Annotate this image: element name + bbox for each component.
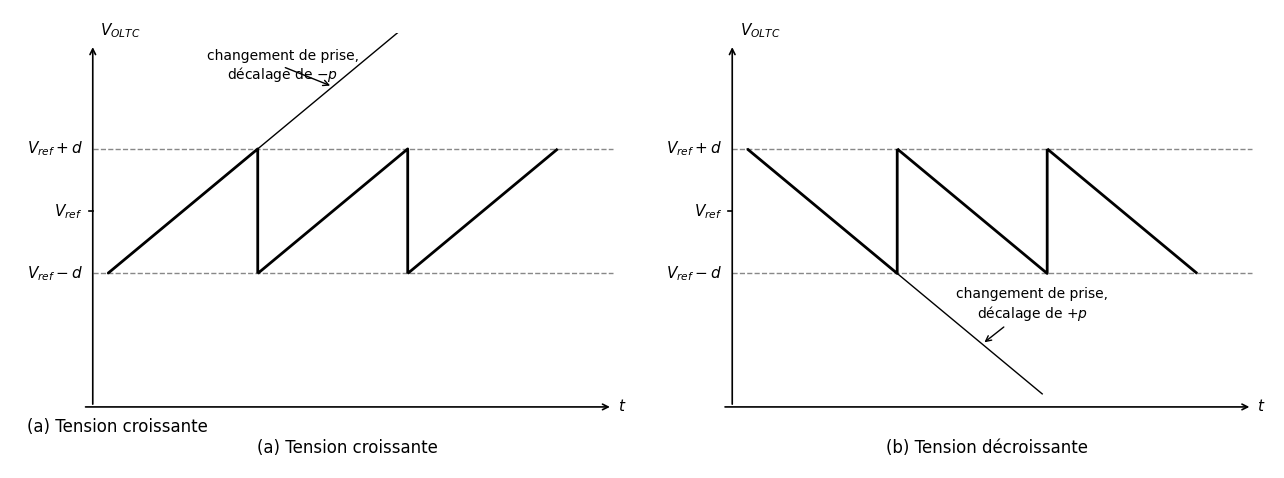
Text: changement de prise,
décalage de $-p$: changement de prise, décalage de $-p$ (207, 49, 358, 86)
Text: $V_{OLTC}$: $V_{OLTC}$ (740, 21, 781, 40)
Text: (a) Tension croissante: (a) Tension croissante (27, 418, 208, 436)
Text: t: t (1257, 400, 1263, 414)
Text: $V_{OLTC}$: $V_{OLTC}$ (100, 21, 141, 40)
Text: $V_{ref} + d$: $V_{ref} + d$ (666, 140, 722, 158)
Text: $V_{ref} - d$: $V_{ref} - d$ (666, 264, 722, 283)
Text: t: t (618, 400, 624, 414)
X-axis label: (a) Tension croissante: (a) Tension croissante (257, 439, 438, 457)
Text: $V_{ref} - d$: $V_{ref} - d$ (27, 264, 82, 283)
Text: changement de prise,
décalage de $+p$: changement de prise, décalage de $+p$ (957, 287, 1108, 341)
Text: $V_{ref}$: $V_{ref}$ (693, 202, 722, 220)
Text: $V_{ref}$: $V_{ref}$ (54, 202, 82, 220)
Text: $V_{ref} + d$: $V_{ref} + d$ (27, 140, 82, 158)
X-axis label: (b) Tension décroissante: (b) Tension décroissante (886, 439, 1089, 457)
